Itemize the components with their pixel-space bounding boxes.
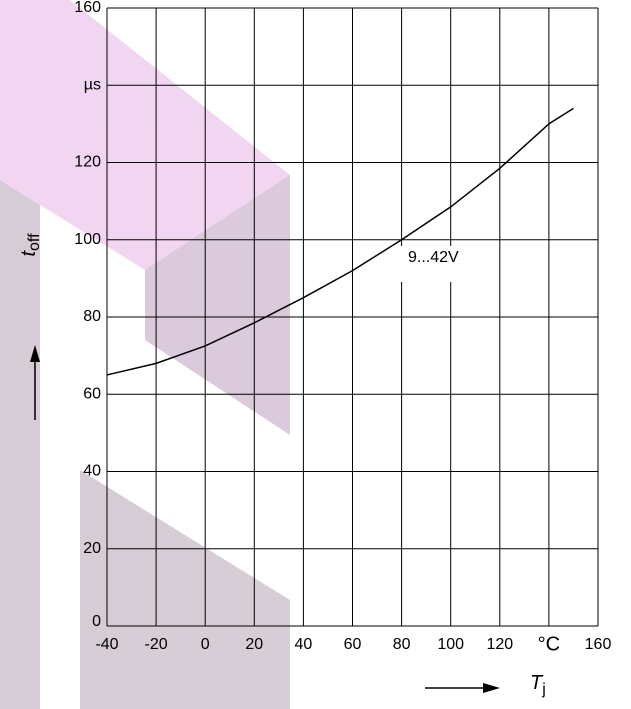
- x-tick-label: 160: [585, 636, 612, 653]
- x-tick-label: -20: [145, 636, 168, 653]
- x-tick-label: 40: [295, 636, 313, 653]
- y-axis-label: toff: [18, 233, 43, 257]
- y-tick-label: 120: [74, 154, 101, 171]
- y-tick-label: 40: [83, 463, 101, 480]
- y-tick-label: 20: [83, 540, 101, 557]
- x-label-main: T: [530, 672, 544, 694]
- x-tick-label: 120: [486, 636, 513, 653]
- x-tick-label: 100: [437, 636, 464, 653]
- y-label-main: t: [18, 250, 40, 257]
- y-tick-label: 60: [83, 385, 101, 402]
- y-tick-label: 80: [83, 308, 101, 325]
- x-label-sub: j: [541, 681, 546, 698]
- watermark: [0, 0, 290, 709]
- x-tick-label: -40: [95, 636, 118, 653]
- x-arrow-head: [483, 683, 500, 693]
- label-bg: [398, 246, 460, 282]
- curve-label: 9...42V: [408, 249, 459, 266]
- y-tick-label: 0: [92, 613, 101, 630]
- x-tick-label: 60: [344, 636, 362, 653]
- y-arrow-head: [30, 345, 40, 362]
- y-tick-label: µs: [84, 76, 101, 93]
- x-tick-label: 80: [393, 636, 411, 653]
- y-tick-label: 100: [74, 231, 101, 248]
- x-axis-label: Tj: [530, 672, 546, 698]
- x-tick-label: 20: [245, 636, 263, 653]
- x-tick-label: 0: [201, 636, 210, 653]
- y-tick-label: 160: [74, 0, 101, 16]
- line-series: [106, 107, 574, 376]
- y-label-sub: off: [26, 233, 43, 251]
- x-tick-label: °C: [538, 633, 560, 655]
